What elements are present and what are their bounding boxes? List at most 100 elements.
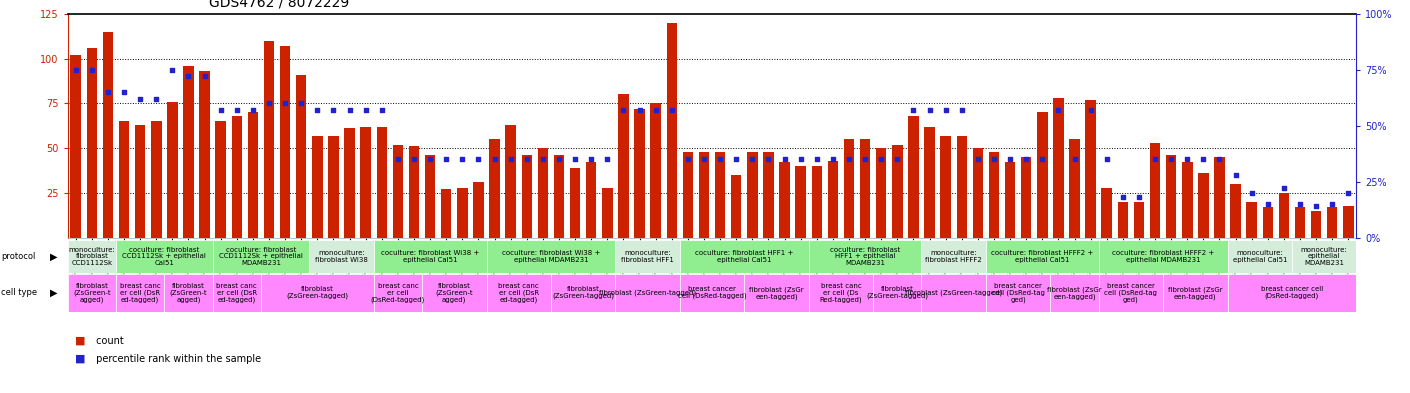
- Text: breast canc
er cell
(DsRed-tagged): breast canc er cell (DsRed-tagged): [371, 283, 424, 303]
- Point: [338, 107, 361, 113]
- Text: breast canc
er cell (Ds
Red-tagged): breast canc er cell (Ds Red-tagged): [819, 283, 863, 303]
- Bar: [68, 274, 116, 312]
- Point: [290, 100, 313, 107]
- Bar: [1279, 193, 1289, 238]
- Text: breast canc
er cell (DsR
ed-tagged): breast canc er cell (DsR ed-tagged): [120, 283, 161, 303]
- Bar: [1134, 202, 1144, 238]
- Point: [354, 107, 376, 113]
- Point: [241, 107, 264, 113]
- Point: [386, 156, 409, 162]
- Bar: [344, 129, 355, 238]
- Text: breast canc
er cell (DsR
ed-tagged): breast canc er cell (DsR ed-tagged): [498, 283, 539, 303]
- Point: [274, 100, 296, 107]
- Text: ▶: ▶: [49, 252, 58, 261]
- Point: [1208, 156, 1231, 162]
- Text: monoculture:
fibroblast Wi38: monoculture: fibroblast Wi38: [314, 250, 368, 263]
- Point: [1256, 201, 1279, 207]
- Bar: [809, 274, 873, 312]
- Bar: [213, 274, 261, 312]
- Bar: [956, 136, 967, 238]
- Point: [1191, 156, 1214, 162]
- Point: [1224, 172, 1246, 178]
- Text: coculture: fibroblast HFFF2 +
epithelial Cal51: coculture: fibroblast HFFF2 + epithelial…: [991, 250, 1093, 263]
- Point: [1241, 190, 1263, 196]
- Bar: [973, 148, 983, 238]
- Text: ■: ■: [68, 336, 85, 346]
- Bar: [876, 148, 887, 238]
- Text: ▶: ▶: [49, 288, 58, 298]
- Point: [854, 156, 877, 162]
- Point: [692, 156, 715, 162]
- Text: fibroblast
(ZsGreen-t
agged): fibroblast (ZsGreen-t agged): [169, 283, 207, 303]
- Text: fibroblast
(ZsGreen-tagged): fibroblast (ZsGreen-tagged): [286, 286, 348, 299]
- Bar: [486, 274, 551, 312]
- Bar: [216, 121, 226, 238]
- Bar: [922, 274, 986, 312]
- Bar: [650, 103, 661, 238]
- Bar: [103, 32, 113, 238]
- Bar: [1246, 202, 1256, 238]
- Bar: [281, 46, 290, 238]
- Bar: [1344, 206, 1354, 238]
- Bar: [602, 187, 612, 238]
- Point: [128, 96, 151, 102]
- Bar: [780, 162, 790, 238]
- Text: coculture: fibroblast HFFF2 +
epithelial MDAMB231: coculture: fibroblast HFFF2 + epithelial…: [1112, 250, 1214, 263]
- Bar: [489, 139, 499, 238]
- Bar: [151, 121, 162, 238]
- Point: [838, 156, 860, 162]
- Bar: [231, 116, 243, 238]
- Bar: [747, 152, 757, 238]
- Bar: [165, 274, 213, 312]
- Point: [1111, 194, 1134, 200]
- Text: breast cancer cell
(DsRed-tagged): breast cancer cell (DsRed-tagged): [1261, 286, 1323, 299]
- Bar: [1198, 173, 1208, 238]
- Bar: [422, 274, 486, 312]
- Bar: [1163, 274, 1228, 312]
- Point: [323, 107, 345, 113]
- Text: fibroblast (ZsGr
een-tagged): fibroblast (ZsGr een-tagged): [1048, 286, 1101, 300]
- Point: [1031, 156, 1053, 162]
- Bar: [615, 274, 680, 312]
- Bar: [1214, 157, 1225, 238]
- Bar: [828, 161, 838, 238]
- Bar: [424, 155, 436, 238]
- Bar: [809, 240, 922, 273]
- Point: [677, 156, 699, 162]
- Bar: [1050, 274, 1098, 312]
- Bar: [1101, 187, 1112, 238]
- Point: [935, 107, 957, 113]
- Point: [1048, 107, 1070, 113]
- Point: [822, 156, 845, 162]
- Text: breast cancer
cell (DsRed-tag
ged): breast cancer cell (DsRed-tag ged): [1104, 283, 1158, 303]
- Point: [451, 156, 474, 162]
- Point: [484, 156, 506, 162]
- Bar: [135, 125, 145, 238]
- Bar: [843, 139, 854, 238]
- Bar: [118, 121, 130, 238]
- Bar: [715, 152, 725, 238]
- Bar: [1327, 207, 1338, 238]
- Point: [564, 156, 587, 162]
- Point: [757, 156, 780, 162]
- Point: [1128, 194, 1151, 200]
- Point: [193, 73, 216, 80]
- Bar: [986, 274, 1050, 312]
- Bar: [795, 166, 807, 238]
- Bar: [537, 148, 548, 238]
- Bar: [1166, 155, 1176, 238]
- Point: [499, 156, 522, 162]
- Point: [1144, 156, 1166, 162]
- Bar: [1036, 112, 1048, 238]
- Bar: [374, 274, 422, 312]
- Bar: [116, 240, 213, 273]
- Point: [998, 156, 1021, 162]
- Bar: [1228, 274, 1356, 312]
- Bar: [1086, 100, 1096, 238]
- Point: [612, 107, 634, 113]
- Bar: [213, 240, 309, 273]
- Point: [983, 156, 1005, 162]
- Bar: [1098, 274, 1163, 312]
- Point: [1304, 203, 1327, 209]
- Point: [773, 156, 795, 162]
